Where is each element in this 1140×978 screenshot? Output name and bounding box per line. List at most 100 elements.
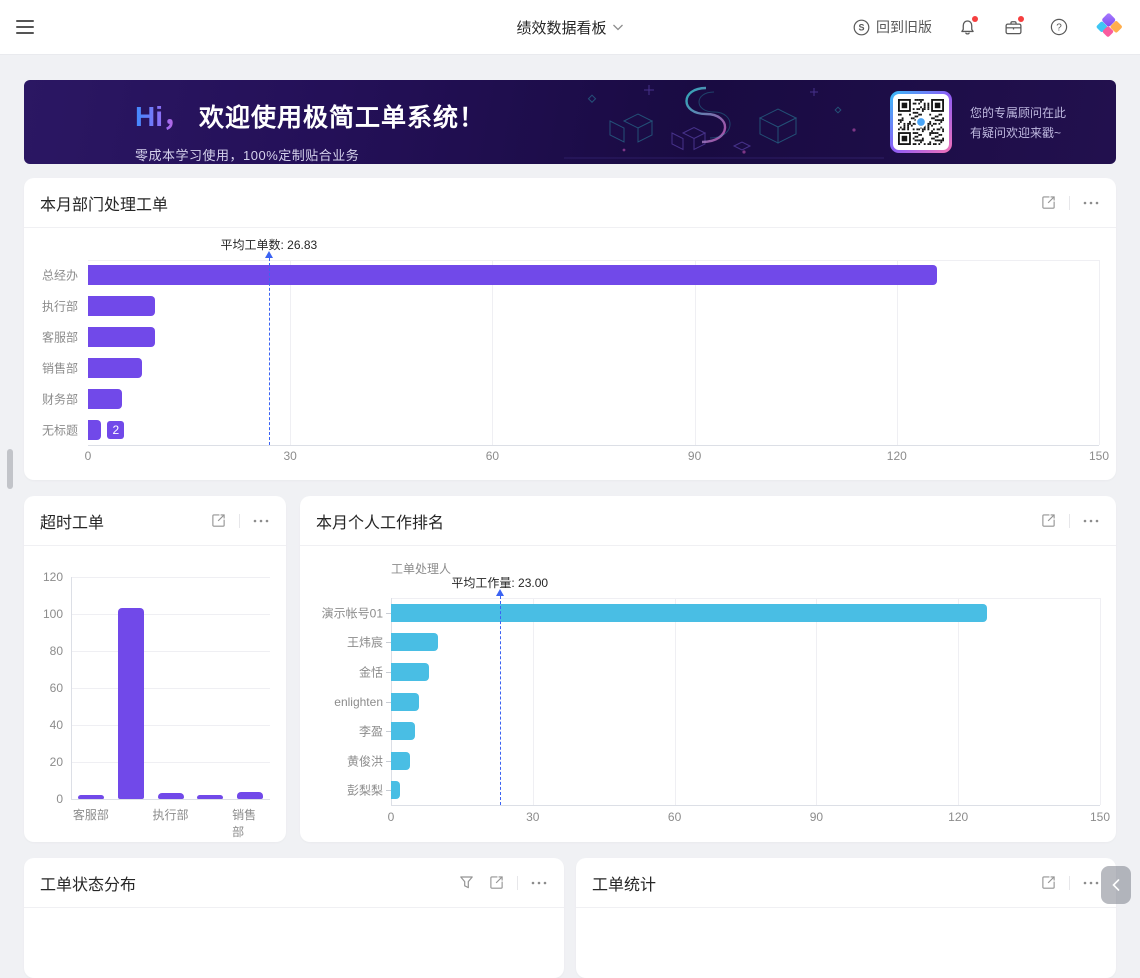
briefcase-glyph bbox=[1004, 20, 1022, 34]
expand-icon[interactable] bbox=[1039, 874, 1057, 892]
help-icon[interactable]: ? bbox=[1048, 16, 1070, 38]
grid-line bbox=[674, 598, 676, 805]
divider bbox=[1069, 195, 1070, 210]
plot-top-border bbox=[88, 260, 1099, 261]
y-tick-label: 0 bbox=[56, 792, 63, 806]
isometric-city-decoration bbox=[564, 85, 884, 159]
grid-line bbox=[71, 725, 270, 726]
card-status-distribution: 工单状态分布 bbox=[24, 858, 564, 978]
bar[interactable] bbox=[77, 795, 104, 799]
bar[interactable] bbox=[88, 388, 122, 409]
x-tick-label: 30 bbox=[283, 449, 297, 463]
card-dept-title: 本月部门处理工单 bbox=[40, 196, 169, 214]
chevron-left-icon bbox=[1112, 879, 1120, 891]
y-axis-title: 工单处理人 bbox=[391, 562, 452, 576]
back-to-old-version-button[interactable]: S 回到旧版 bbox=[853, 17, 932, 37]
notification-dot bbox=[972, 16, 978, 22]
menu-icon[interactable] bbox=[16, 20, 34, 34]
bar[interactable] bbox=[391, 633, 439, 652]
card-overtime-orders: 超时工单 0 20 40 60 80 100 120 客服部 执行部 销售部 bbox=[24, 496, 286, 842]
scrollbar-thumb[interactable] bbox=[7, 449, 13, 489]
grid-line bbox=[492, 260, 494, 445]
category-label: 王炜宸 bbox=[346, 635, 383, 650]
qr-caption-line2: 有疑问欢迎来戳~ bbox=[970, 126, 1062, 140]
category-label: 总经办 bbox=[41, 268, 78, 283]
x-tick-label: 90 bbox=[687, 449, 702, 463]
more-icon[interactable] bbox=[1082, 194, 1100, 212]
grid-line bbox=[532, 598, 534, 805]
x-tick-label: 60 bbox=[485, 449, 500, 463]
x-tick-label: 150 bbox=[1088, 449, 1110, 463]
grid-line bbox=[1100, 598, 1101, 805]
card-overtime-header: 超时工单 bbox=[24, 496, 286, 546]
notification-bell-icon[interactable] bbox=[956, 16, 978, 38]
app-logo[interactable] bbox=[1094, 12, 1124, 42]
card-personal-title: 本月个人工作排名 bbox=[316, 514, 445, 532]
x-tick-label: 150 bbox=[1089, 810, 1111, 824]
bar[interactable] bbox=[88, 296, 156, 317]
grid-line bbox=[896, 260, 898, 445]
more-icon[interactable] bbox=[1082, 512, 1100, 530]
divider bbox=[517, 875, 518, 890]
category-label: 彭梨梨 bbox=[346, 783, 383, 798]
y-tick-label: 100 bbox=[42, 607, 63, 621]
qr-code[interactable] bbox=[890, 91, 952, 153]
grid-line bbox=[71, 577, 270, 578]
dashboard-title-dropdown[interactable]: 绩效数据看板 bbox=[516, 0, 623, 55]
bar[interactable] bbox=[197, 795, 224, 799]
bar[interactable] bbox=[391, 662, 429, 681]
card-dept-header: 本月部门处理工单 bbox=[24, 178, 1116, 228]
category-label: 销售部 bbox=[232, 808, 257, 839]
axis-tick bbox=[386, 701, 391, 703]
navbar-actions: S 回到旧版 bbox=[853, 12, 1124, 42]
expand-icon[interactable] bbox=[209, 512, 227, 530]
x-tick-label: 120 bbox=[886, 449, 907, 463]
bar[interactable] bbox=[391, 603, 987, 622]
category-label: enlighten bbox=[334, 694, 383, 709]
bar[interactable] bbox=[88, 327, 156, 348]
more-icon[interactable] bbox=[252, 512, 270, 530]
axis-tick bbox=[386, 790, 391, 792]
bar[interactable] bbox=[391, 751, 410, 770]
collapse-panel-toggle[interactable] bbox=[1101, 866, 1131, 904]
expand-icon[interactable] bbox=[1039, 194, 1057, 212]
banner-text: Hi， 欢迎使用极简工单系统！ 零成本学习使用，100%定制贴合业务 bbox=[135, 95, 485, 164]
divider bbox=[1069, 513, 1070, 528]
question-glyph: ? bbox=[1050, 18, 1068, 36]
bar[interactable] bbox=[157, 793, 184, 799]
average-line-label: 平均工单数: 26.83 bbox=[220, 238, 318, 252]
category-label: 执行部 bbox=[41, 299, 78, 314]
expand-icon[interactable] bbox=[1039, 512, 1057, 530]
workbench-icon[interactable] bbox=[1002, 16, 1024, 38]
bar[interactable] bbox=[88, 357, 142, 378]
bar[interactable] bbox=[391, 781, 401, 800]
grid-line bbox=[71, 762, 270, 763]
bell-glyph bbox=[960, 19, 974, 34]
x-axis-line bbox=[71, 799, 270, 800]
bar[interactable] bbox=[237, 791, 264, 799]
workbench-dot bbox=[1018, 16, 1024, 22]
more-icon[interactable] bbox=[530, 874, 548, 892]
category-label: 黄俊洪 bbox=[346, 754, 383, 769]
bar[interactable] bbox=[391, 692, 420, 711]
y-tick-label: 80 bbox=[49, 644, 63, 658]
bar[interactable] bbox=[391, 722, 415, 741]
bar[interactable] bbox=[88, 265, 938, 286]
card-dept-orders: 本月部门处理工单 0 30 60 90 120 150 总经办 执行部 客服部 销售部 财务部 无标题… bbox=[24, 178, 1116, 480]
grid-line bbox=[71, 614, 270, 615]
card-stats-title: 工单统计 bbox=[592, 876, 657, 894]
qr-pattern bbox=[898, 99, 944, 145]
plot-top-border bbox=[391, 598, 1100, 599]
filter-icon[interactable] bbox=[457, 874, 475, 892]
y-tick-label: 20 bbox=[49, 755, 63, 769]
grid-line bbox=[816, 598, 818, 805]
card-stats-header: 工单统计 bbox=[576, 858, 1116, 908]
category-label: 无标题 bbox=[41, 423, 78, 438]
bar[interactable] bbox=[88, 419, 102, 440]
more-icon[interactable] bbox=[1082, 874, 1100, 892]
average-line-arrow bbox=[495, 589, 504, 596]
x-tick-label: 120 bbox=[948, 810, 969, 824]
bar[interactable] bbox=[117, 608, 144, 799]
expand-icon[interactable] bbox=[487, 874, 505, 892]
